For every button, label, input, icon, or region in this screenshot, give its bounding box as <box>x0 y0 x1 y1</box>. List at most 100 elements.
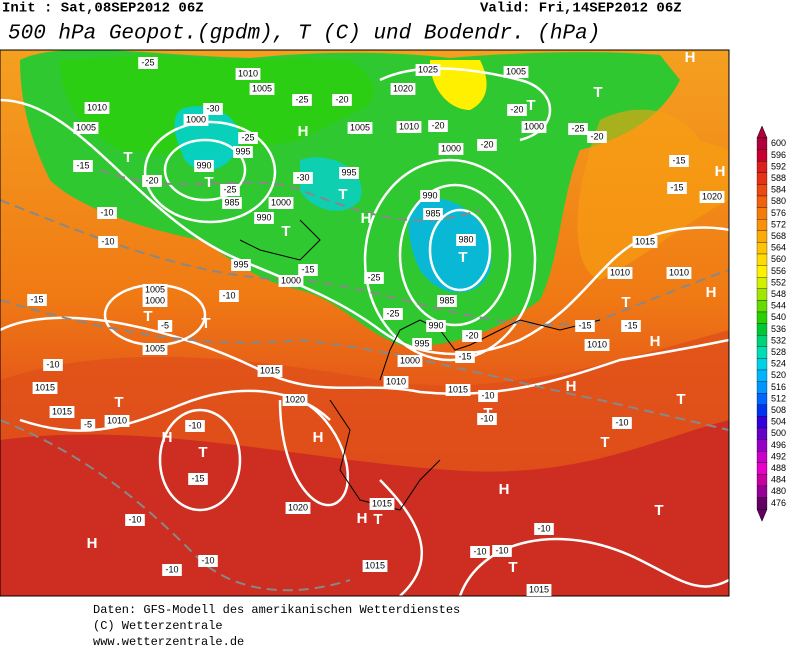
contour-label: 1005 <box>506 66 526 76</box>
label-box <box>293 172 313 184</box>
label-box <box>219 290 239 302</box>
label-box <box>138 57 158 69</box>
contour-label: -20 <box>480 139 493 149</box>
pressure-center: H <box>357 510 368 527</box>
colorbar-label: 484 <box>771 475 786 485</box>
label-box <box>157 320 173 332</box>
contour-label: 990 <box>422 190 437 200</box>
label-box <box>257 365 283 377</box>
pressure-center: H <box>650 333 661 350</box>
label-box <box>438 143 464 155</box>
colorbar-cell <box>756 265 768 278</box>
contour-label: 1010 <box>669 267 689 277</box>
colorbar-label: 480 <box>771 486 786 496</box>
contour-label: 1015 <box>365 560 385 570</box>
contour-label: -15 <box>578 320 591 330</box>
pressure-center: H <box>87 535 98 552</box>
pressure-center: T <box>338 186 347 203</box>
colorbar-cell <box>756 242 768 255</box>
contour-label: -10 <box>495 545 508 555</box>
footer-url: www.wetterzentrale.de <box>93 635 244 648</box>
label-box <box>477 413 497 425</box>
contour-label: -25 <box>367 272 380 282</box>
contour-label: -15 <box>76 160 89 170</box>
label-box <box>32 382 58 394</box>
contour-label: -10 <box>473 546 486 556</box>
label-box <box>445 384 471 396</box>
label-box <box>249 83 275 95</box>
contour-label: -5 <box>161 320 169 330</box>
contour-label: 1005 <box>145 343 165 353</box>
colorbar-label: 508 <box>771 405 786 415</box>
pressure-center: T <box>621 294 630 311</box>
contour-label: -10 <box>222 290 235 300</box>
colorbar-label: 592 <box>771 161 786 171</box>
colorbar-cell <box>756 161 768 173</box>
isotherms <box>0 169 729 592</box>
label-box <box>584 339 610 351</box>
colorbar-cell <box>756 288 768 301</box>
contour-label: 980 <box>458 234 473 244</box>
label-box <box>423 208 443 220</box>
pressure-center: T <box>373 511 382 528</box>
contour-label: -25 <box>241 132 254 142</box>
contour-label: 1005 <box>350 122 370 132</box>
pressure-center: T <box>204 174 213 191</box>
pressure-center: H <box>162 429 173 446</box>
pressure-center: H <box>566 378 577 395</box>
label-box <box>97 207 117 219</box>
colorbar-cell <box>756 439 768 452</box>
colorbar-label: 532 <box>771 335 786 345</box>
colorbar-cell <box>756 497 768 510</box>
label-box <box>43 359 63 371</box>
colorbar-cell <box>756 300 768 313</box>
contour-label: 985 <box>224 197 239 207</box>
contour-label: 1015 <box>448 384 468 394</box>
colorbar-label: 524 <box>771 359 786 369</box>
contour-label: -10 <box>101 236 114 246</box>
contour-label: 985 <box>425 208 440 218</box>
colorbar-label: 584 <box>771 185 786 195</box>
contour-label: -25 <box>386 308 399 318</box>
contour-label: 1000 <box>524 121 544 131</box>
contour-label: 1015 <box>529 584 549 594</box>
pressure-center: T <box>123 149 132 166</box>
label-box <box>492 545 512 557</box>
cold-core <box>408 198 492 293</box>
label-box <box>666 267 692 279</box>
label-box <box>426 320 446 332</box>
label-box <box>268 197 294 209</box>
contour-label: 990 <box>196 160 211 170</box>
contour-label: -5 <box>84 419 92 429</box>
label-box <box>142 343 168 355</box>
colorbar-cell <box>756 149 768 162</box>
label-box <box>185 420 205 432</box>
label-box <box>364 272 384 284</box>
pressure-center: H <box>499 481 510 498</box>
colorbar-cell <box>756 346 768 359</box>
label-box <box>254 212 274 224</box>
contour-label: 1010 <box>610 267 630 277</box>
contour-label: -10 <box>537 523 550 533</box>
contour-label: 1020 <box>288 502 308 512</box>
colorbar-label: 580 <box>771 196 786 206</box>
contour-label: -15 <box>191 473 204 483</box>
colorbar-cell <box>756 253 768 266</box>
contour-label: 1005 <box>252 83 272 93</box>
label-box <box>462 330 482 342</box>
label-box <box>621 320 641 332</box>
colorbar-cell <box>756 323 768 336</box>
label-box <box>397 355 423 367</box>
contour-label: -15 <box>301 264 314 274</box>
colorbar-cell <box>756 184 768 197</box>
label-box <box>80 419 96 431</box>
contour-label: 1015 <box>372 498 392 508</box>
contour-label: -25 <box>141 57 154 67</box>
label-box <box>183 114 209 126</box>
label-box <box>420 190 440 202</box>
colorbar-label: 540 <box>771 312 786 322</box>
label-box <box>437 295 457 307</box>
label-box <box>390 83 416 95</box>
contour-label: -10 <box>165 564 178 574</box>
